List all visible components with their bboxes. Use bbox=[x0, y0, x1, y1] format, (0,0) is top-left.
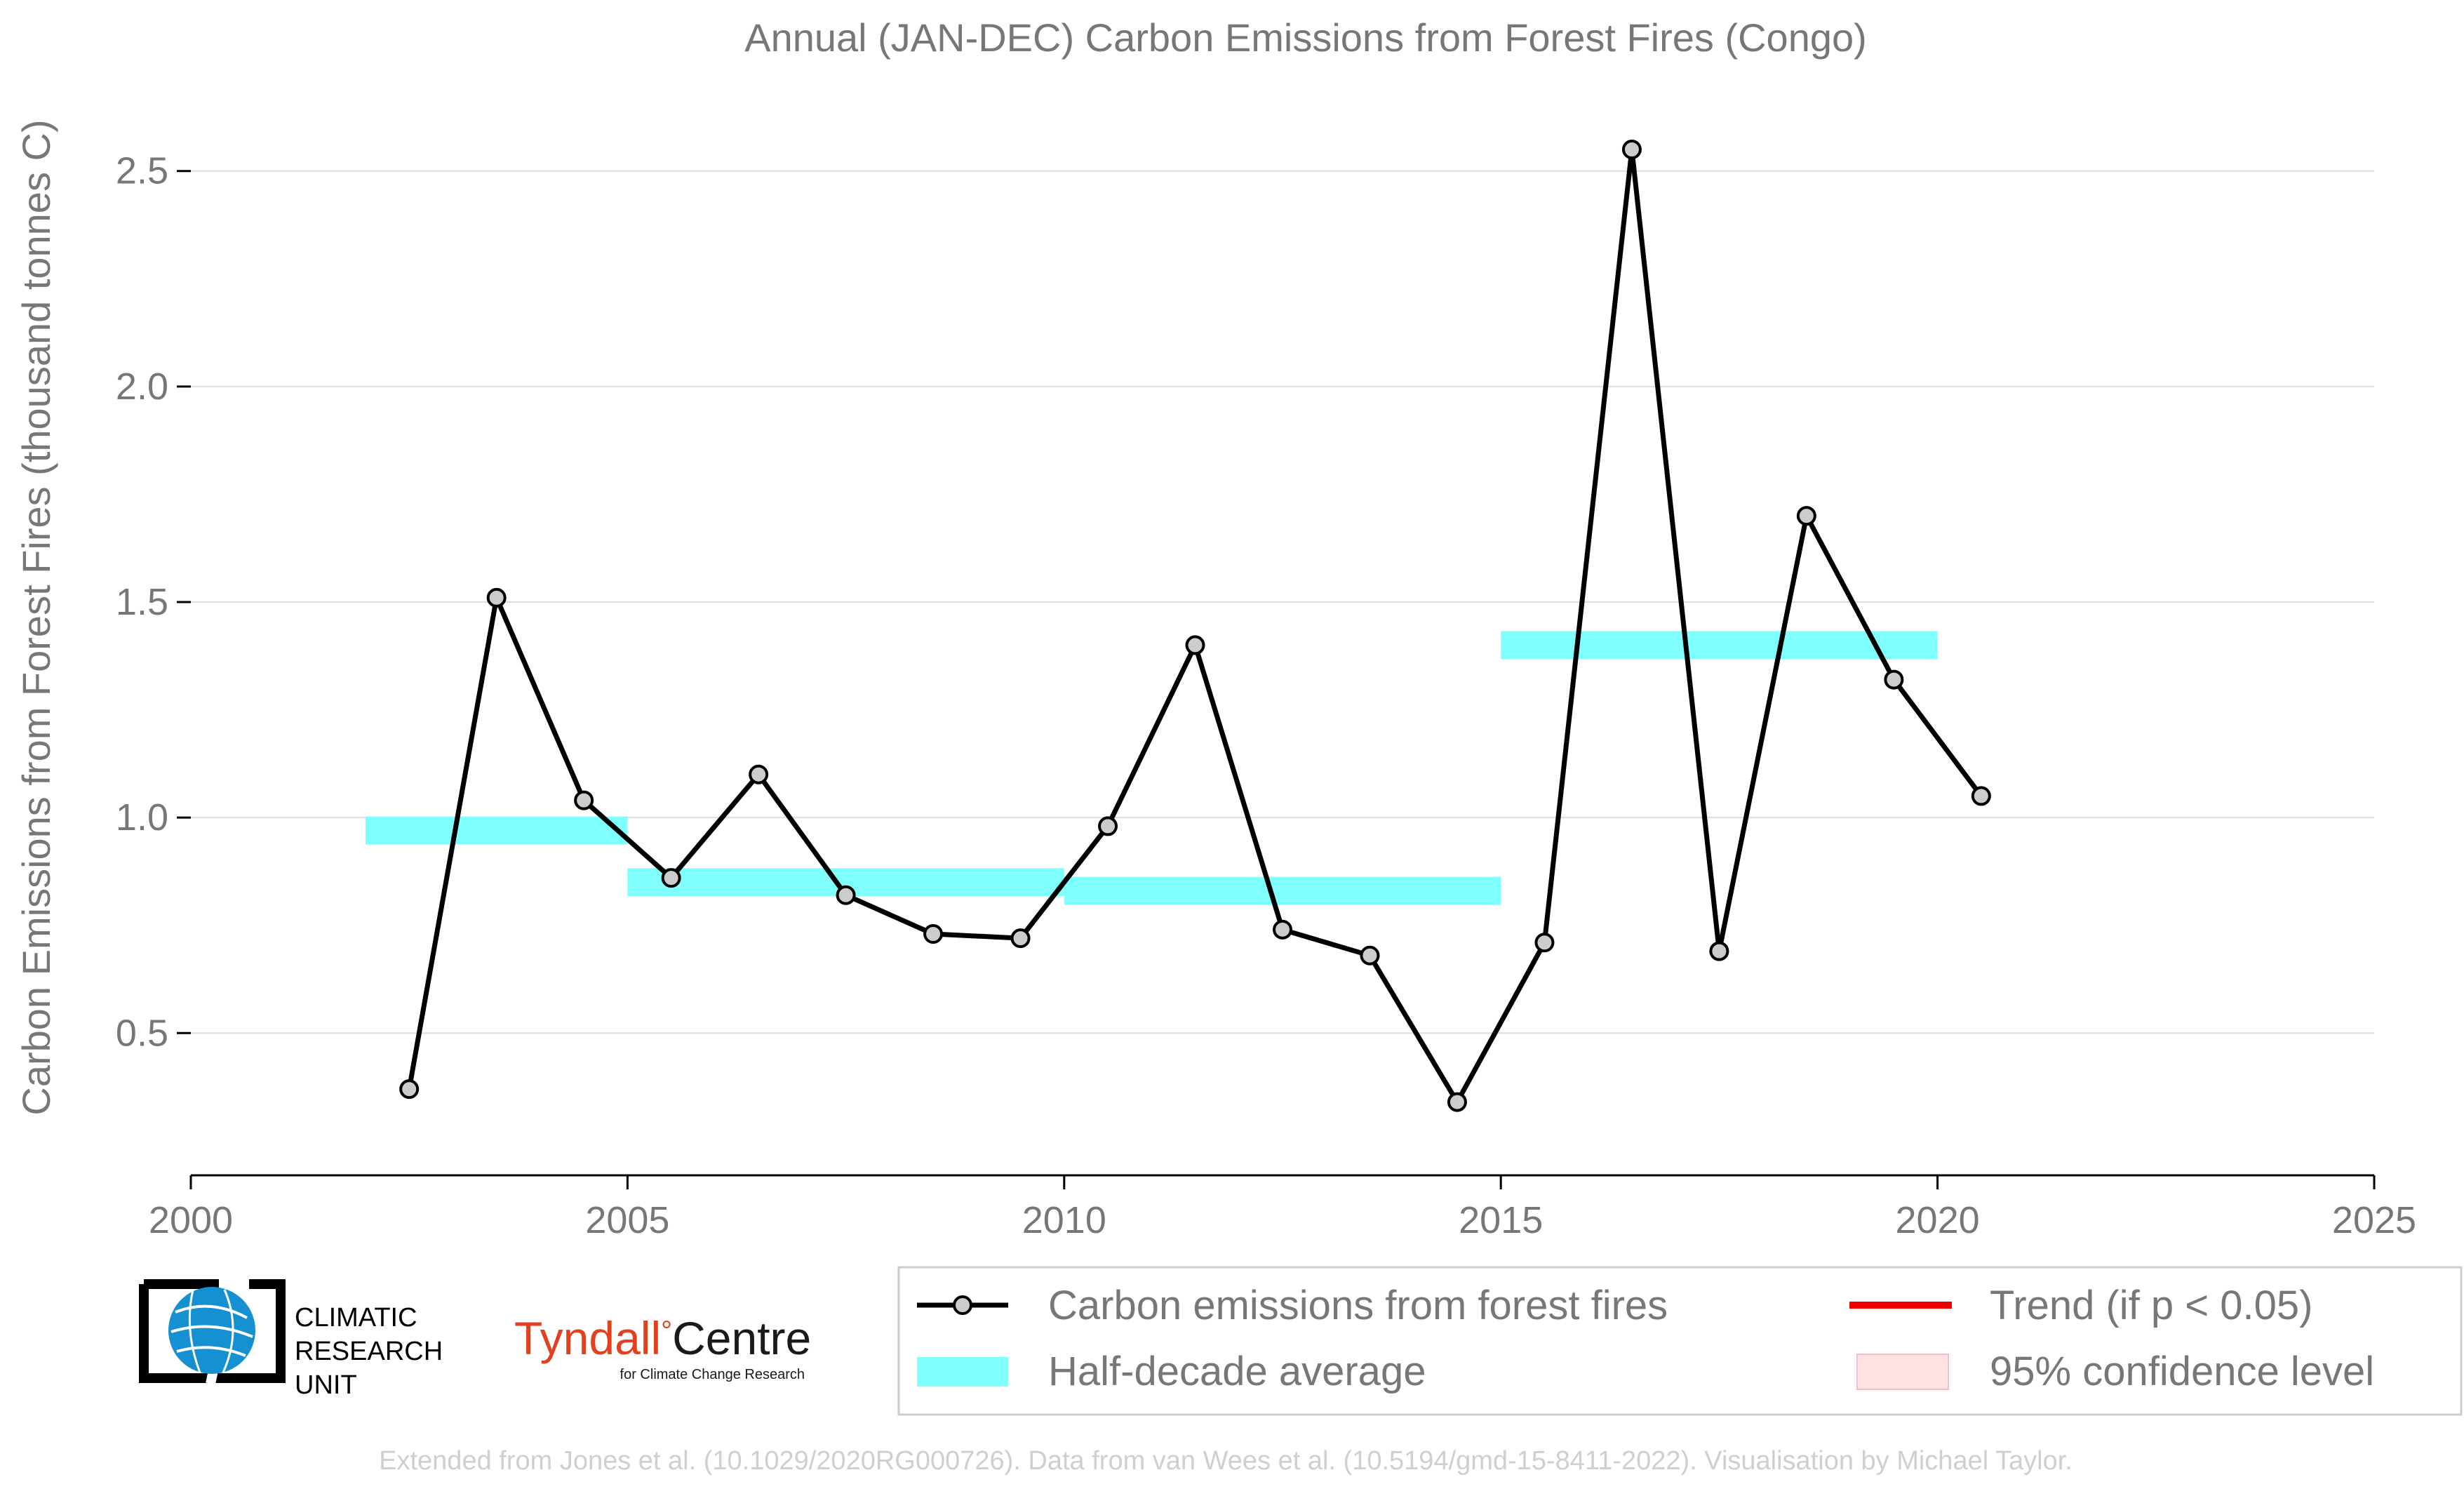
legend-entry-confidence: 95% confidence level bbox=[1856, 1349, 2374, 1394]
tyndall-logo: Tyndall°Centre for Climate Change Resear… bbox=[514, 1312, 811, 1382]
tyndall-logo-word-1: Tyndall bbox=[514, 1312, 661, 1364]
half-decade-band bbox=[365, 816, 628, 845]
data-point bbox=[1709, 941, 1729, 961]
data-point bbox=[399, 1079, 420, 1100]
data-point bbox=[1534, 933, 1555, 953]
cru-logo-frame bbox=[139, 1279, 286, 1383]
legend-label-confidence: 95% confidence level bbox=[1990, 1349, 2374, 1394]
x-tick-label: 2015 bbox=[1459, 1199, 1543, 1241]
y-tick-label: 1.0 bbox=[116, 796, 168, 839]
data-point bbox=[1447, 1092, 1467, 1112]
data-point bbox=[486, 587, 507, 608]
y-axis-label: Carbon Emissions from Forest Fires (thou… bbox=[14, 119, 58, 1115]
x-tick-label: 2005 bbox=[585, 1199, 669, 1241]
x-tick-label: 2025 bbox=[2332, 1199, 2416, 1241]
y-tick-label: 0.5 bbox=[116, 1012, 168, 1054]
data-point bbox=[661, 868, 681, 888]
y-tick-labels: 0.5 1.0 1.5 2.0 2.5 bbox=[116, 150, 168, 1055]
data-point bbox=[923, 924, 944, 944]
data-point bbox=[1010, 928, 1031, 949]
data-point bbox=[1621, 140, 1642, 159]
legend-label-half-decade: Half-decade average bbox=[1048, 1349, 1426, 1394]
x-tick-label: 2020 bbox=[1896, 1199, 1980, 1241]
x-tick-label: 2010 bbox=[1022, 1199, 1106, 1241]
data-point bbox=[749, 764, 769, 784]
data-point bbox=[1098, 816, 1118, 836]
half-decade-bands bbox=[365, 631, 1938, 905]
y-tick-label: 1.5 bbox=[116, 581, 168, 623]
legend-box bbox=[897, 1266, 2463, 1416]
data-point bbox=[574, 790, 594, 810]
tyndall-logo-word-2: Centre bbox=[672, 1312, 811, 1364]
legend-label-trend: Trend (if p < 0.05) bbox=[1990, 1283, 2312, 1328]
series-line bbox=[406, 147, 1983, 1105]
x-tick-label: 2000 bbox=[149, 1199, 233, 1241]
data-point bbox=[1360, 945, 1380, 966]
data-point bbox=[1971, 786, 1991, 806]
data-point bbox=[1273, 919, 1292, 940]
emissions-series bbox=[406, 147, 1983, 1105]
cru-logo-line-3: UNIT bbox=[295, 1370, 357, 1400]
y-tick-label: 2.5 bbox=[116, 150, 168, 192]
globe-icon bbox=[168, 1287, 255, 1374]
tyndall-logo-subtitle: for Climate Change Research bbox=[620, 1367, 805, 1382]
data-point bbox=[1185, 635, 1205, 655]
footer-credits: Extended from Jones et al. (10.1029/2020… bbox=[379, 1446, 2073, 1476]
cru-logo-line-2: RESEARCH bbox=[295, 1337, 443, 1366]
data-point bbox=[836, 885, 856, 905]
y-tick-label: 2.0 bbox=[116, 366, 168, 408]
half-decade-band bbox=[1064, 876, 1501, 905]
chart-title: Annual (JAN-DEC) Carbon Emissions from F… bbox=[744, 15, 1867, 60]
legend-entry-emissions: Carbon emissions from forest fires bbox=[917, 1283, 1668, 1328]
tyndall-logo-degree: ° bbox=[661, 1316, 672, 1347]
legend-entry-half-decade: Half-decade average bbox=[917, 1349, 1426, 1394]
half-decade-band bbox=[1501, 631, 1938, 660]
legend-label-emissions: Carbon emissions from forest fires bbox=[1048, 1283, 1668, 1328]
cru-logo-line-1: CLIMATIC bbox=[295, 1303, 417, 1333]
svg-text:Tyndall°Centre: Tyndall°Centre bbox=[514, 1312, 811, 1364]
data-point bbox=[1796, 506, 1816, 526]
data-point bbox=[1884, 669, 1904, 690]
legend: Carbon emissions from forest fires Trend… bbox=[897, 1266, 2463, 1416]
emissions-markers bbox=[399, 140, 1991, 1112]
x-axis: 2000 2005 2010 2015 2020 2025 bbox=[149, 1174, 2416, 1241]
legend-entry-trend: Trend (if p < 0.05) bbox=[1849, 1283, 2312, 1328]
cru-logo: CLIMATIC RESEARCH UNIT bbox=[139, 1277, 443, 1400]
